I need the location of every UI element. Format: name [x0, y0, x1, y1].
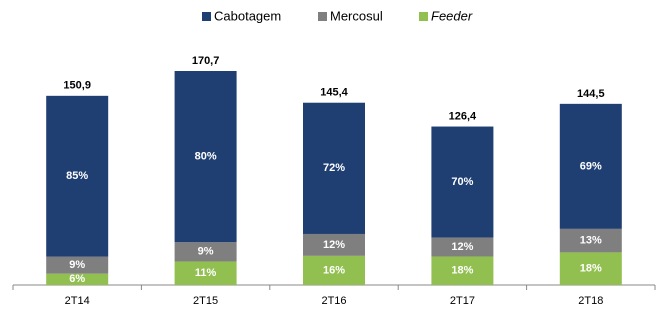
- total-label: 170,7: [192, 55, 220, 67]
- x-tick-label: 2T17: [450, 295, 475, 307]
- x-tick-label: 2T15: [193, 295, 218, 307]
- total-label: 144,5: [577, 88, 605, 100]
- x-tick-label: 2T14: [65, 295, 90, 307]
- bar-segment: [559, 103, 622, 229]
- legend-swatch: [318, 12, 327, 21]
- x-tick-label: 2T18: [578, 295, 603, 307]
- segment-label: 69%: [580, 160, 602, 172]
- bar-segment: [431, 237, 494, 257]
- bar-segment: [303, 102, 365, 234]
- bar-segment: [303, 233, 365, 256]
- segment-label: 80%: [195, 151, 217, 163]
- segment-label: 12%: [451, 241, 473, 253]
- legend-label: Cabotagem: [214, 8, 281, 23]
- segment-label: 16%: [323, 264, 345, 276]
- bar-segment: [46, 273, 109, 285]
- bar-segment: [174, 71, 237, 243]
- total-label: 150,9: [63, 80, 91, 92]
- bar-segment: [559, 252, 622, 285]
- bar-segment: [46, 256, 109, 274]
- bar-segment: [174, 242, 237, 262]
- segment-label: 12%: [323, 239, 345, 251]
- legend-label: Mercosul: [330, 8, 383, 23]
- x-tick-label: 2T16: [321, 295, 346, 307]
- segment-label: 18%: [580, 263, 602, 275]
- segment-label: 9%: [198, 246, 214, 258]
- legend-swatch: [202, 12, 211, 21]
- legend-swatch: [419, 12, 428, 21]
- total-label: 126,4: [449, 110, 477, 122]
- segment-label: 9%: [69, 259, 85, 271]
- segment-label: 85%: [66, 170, 88, 182]
- segment-label: 70%: [451, 176, 473, 188]
- segment-label: 6%: [69, 273, 85, 285]
- segment-label: 11%: [195, 267, 217, 279]
- segment-label: 72%: [323, 162, 345, 174]
- bar-segment: [174, 261, 237, 285]
- total-label: 145,4: [320, 87, 348, 99]
- bar-segment: [431, 126, 494, 238]
- segment-label: 13%: [580, 235, 602, 247]
- segment-label: 18%: [451, 265, 473, 277]
- bar-segment: [46, 95, 109, 257]
- bar-segment: [431, 256, 494, 285]
- bar-segment: [559, 228, 622, 253]
- bar-segment: [303, 255, 365, 285]
- legend-label: Feeder: [431, 8, 473, 23]
